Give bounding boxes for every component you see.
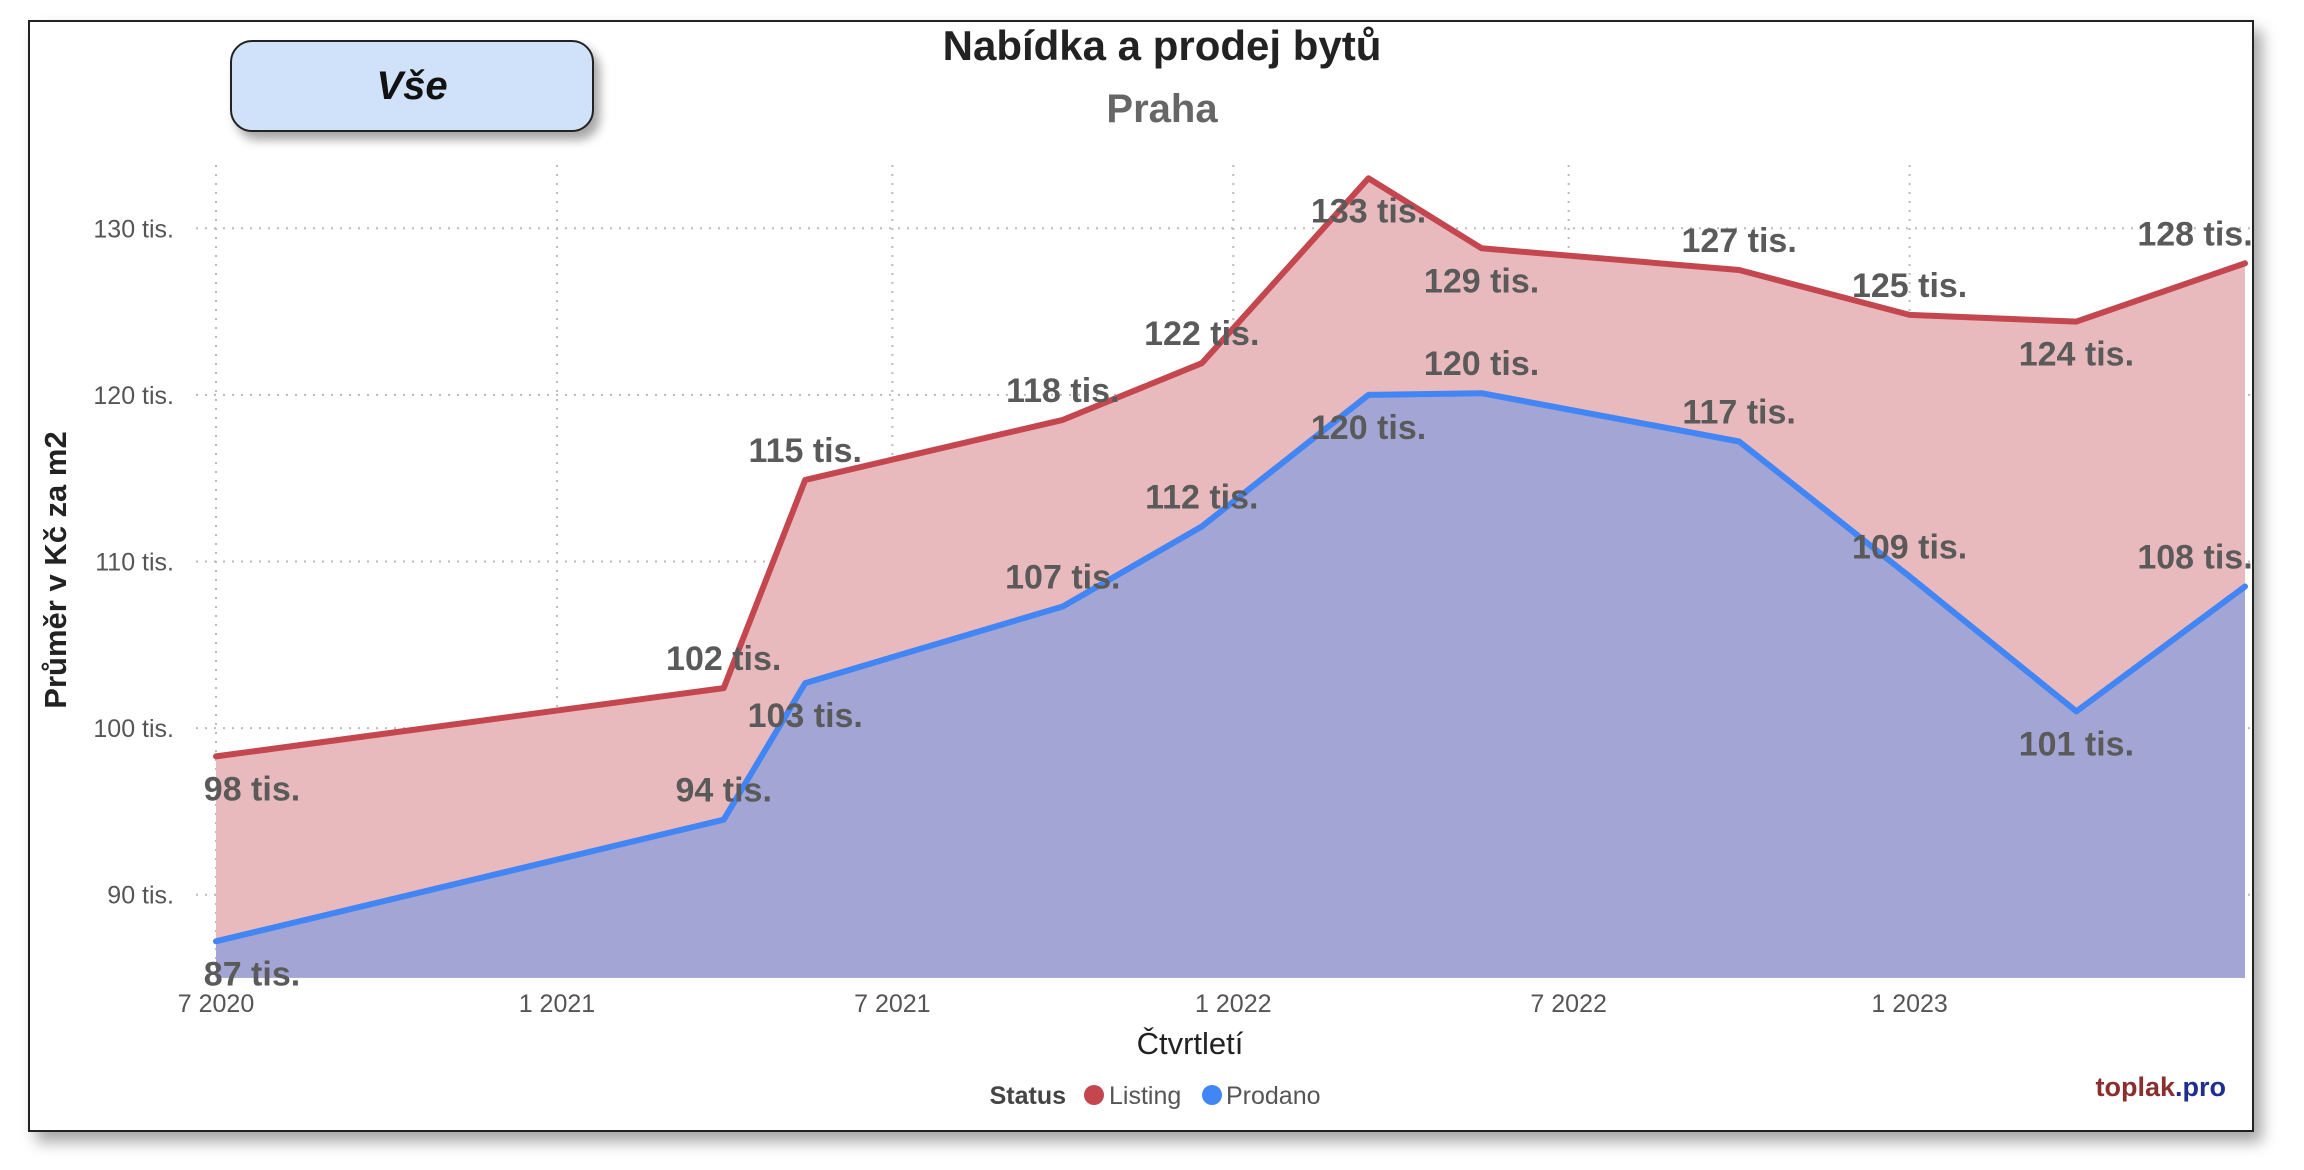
chart-subtitle: Praha xyxy=(1106,87,1218,131)
prodano-data-label: 101 tis. xyxy=(2019,725,2134,763)
x-axis-label: Čtvrtletí xyxy=(1137,1026,1244,1061)
prodano-data-label: 120 tis. xyxy=(1311,409,1426,447)
x-tick-label: 1 2021 xyxy=(519,990,595,1018)
brand-name: toplak xyxy=(2095,1072,2175,1102)
x-tick-label: 1 2022 xyxy=(1195,990,1271,1018)
legend-prodano-label: Prodano xyxy=(1226,1082,1321,1110)
x-tick-label: 1 2023 xyxy=(1871,990,1947,1018)
listing-data-label: 127 tis. xyxy=(1681,222,1796,260)
prodano-data-label: 103 tis. xyxy=(748,697,863,735)
listing-data-label: 122 tis. xyxy=(1144,315,1259,353)
brand-logo: toplak.pro xyxy=(2095,1072,2226,1102)
prodano-line xyxy=(213,390,2248,945)
chart-title: Nabídka a prodej bytů xyxy=(943,22,1382,69)
filter-label: Vše xyxy=(376,63,448,108)
listing-line xyxy=(213,175,2248,760)
listing-data-label: 98 tis. xyxy=(204,770,300,808)
prodano-data-label: 109 tis. xyxy=(1852,528,1967,566)
listing-data-label: 124 tis. xyxy=(2019,336,2134,374)
listing-data-label: 133 tis. xyxy=(1311,192,1426,230)
filter-all-button[interactable]: Vše xyxy=(230,40,594,132)
prodano-data-label: 87 tis. xyxy=(204,955,300,993)
listing-data-label: 102 tis. xyxy=(666,640,781,678)
legend-prodano-marker xyxy=(1202,1085,1222,1105)
listing-data-label: 129 tis. xyxy=(1424,262,1539,300)
area-fills xyxy=(216,178,2245,978)
x-tick-label: 7 2020 xyxy=(178,990,254,1018)
prodano-data-label: 112 tis. xyxy=(1145,479,1258,517)
prodano-data-label: 108 tis. xyxy=(2137,538,2252,576)
prodano-data-label: 120 tis. xyxy=(1424,345,1539,383)
listing-data-label: 125 tis. xyxy=(1852,267,1967,305)
listing-data-label: 118 tis. xyxy=(1006,372,1119,410)
listing-data-label: 115 tis. xyxy=(749,432,862,470)
y-tick-label: 120 tis. xyxy=(93,382,174,410)
prodano-area xyxy=(216,393,2245,978)
y-axis-label: Průměr v Kč za m2 xyxy=(38,431,73,708)
y-tick-label: 90 tis. xyxy=(107,882,174,910)
y-axis-ticks: 90 tis. 100 tis. 110 tis. 120 tis. 130 tis. xyxy=(93,215,174,909)
legend-title: Status xyxy=(990,1082,1066,1110)
listing-data-label: 128 tis. xyxy=(2137,215,2252,253)
brand-suffix: .pro xyxy=(2175,1072,2226,1102)
data-labels: 98 tis. 102 tis. 115 tis. 118 tis. 122 tis. 1… xyxy=(204,192,2253,993)
prodano-data-label: 117 tis. xyxy=(1682,394,1795,432)
x-tick-label: 7 2022 xyxy=(1530,990,1606,1018)
y-tick-label: 100 tis. xyxy=(93,715,174,743)
series-lines xyxy=(213,175,2248,945)
x-axis-ticks: 7 2020 1 2021 7 2021 1 2022 7 2022 1 2023 xyxy=(178,990,1948,1018)
x-tick-label: 7 2021 xyxy=(854,990,930,1018)
y-tick-label: 130 tis. xyxy=(93,215,174,243)
y-tick-label: 110 tis. xyxy=(95,549,174,577)
legend-listing-marker xyxy=(1084,1085,1104,1105)
prodano-data-label: 94 tis. xyxy=(676,772,772,810)
prodano-data-label: 107 tis. xyxy=(1005,558,1120,596)
legend-listing-label: Listing xyxy=(1109,1082,1181,1110)
legend: Status Listing Prodano xyxy=(990,1082,1321,1110)
